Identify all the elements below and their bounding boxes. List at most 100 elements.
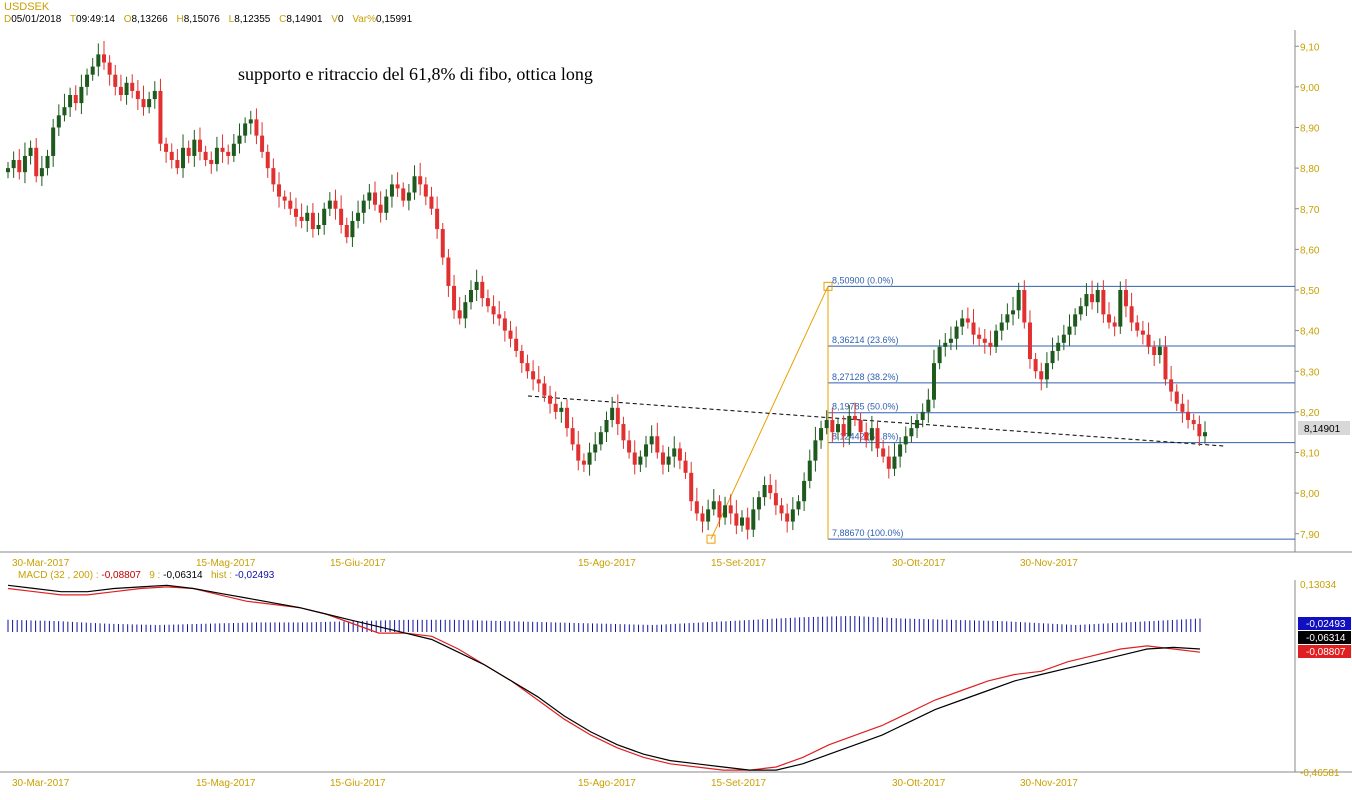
- hist-value: -0,02493: [234, 570, 275, 581]
- candle-body: [101, 54, 106, 63]
- candle: [305, 205, 310, 232]
- candle-body: [1067, 326, 1072, 335]
- candle: [638, 450, 643, 472]
- hist-label: hist :: [210, 570, 233, 581]
- candle-body: [717, 501, 722, 518]
- candle-body: [158, 90, 163, 144]
- candle: [604, 411, 609, 442]
- candle-body: [186, 147, 191, 156]
- candle: [158, 78, 163, 152]
- candle: [197, 127, 202, 161]
- price-tick-label: 8,30: [1300, 367, 1320, 378]
- candle-body: [638, 456, 643, 465]
- candle: [457, 296, 462, 325]
- candle-body: [1090, 294, 1095, 303]
- candle-body: [1084, 294, 1089, 307]
- candle-body: [898, 444, 903, 457]
- candle: [1191, 413, 1196, 431]
- date-value: 05/01/2018: [11, 14, 62, 25]
- candle: [610, 396, 615, 428]
- candle: [463, 294, 468, 329]
- candle-body: [1050, 350, 1055, 364]
- candle: [564, 399, 569, 437]
- macd-tick-label: 0,13034: [1300, 580, 1337, 591]
- time-value: 09:49:14: [76, 14, 115, 25]
- candle: [615, 394, 620, 436]
- candle-body: [1146, 334, 1151, 347]
- candle-body: [1011, 310, 1016, 315]
- candle-body: [440, 229, 445, 258]
- candle-body: [1203, 432, 1207, 437]
- macd-signal-line: [7, 586, 1201, 771]
- candle: [875, 422, 880, 457]
- dashed-trendline[interactable]: [527, 395, 1225, 447]
- candle: [423, 177, 428, 206]
- candle: [28, 140, 33, 165]
- candle-body: [632, 452, 637, 465]
- candle: [621, 416, 626, 449]
- candle: [943, 333, 948, 357]
- candle: [175, 149, 180, 175]
- candle-body: [378, 204, 383, 213]
- candle-body: [931, 363, 936, 400]
- candle-body: [181, 147, 186, 169]
- candle: [660, 445, 665, 475]
- candle-body: [1078, 306, 1083, 315]
- candle-body: [835, 424, 840, 433]
- candle-body: [734, 513, 739, 526]
- candle-body: [666, 456, 671, 465]
- candle-body: [994, 330, 999, 347]
- candle: [1022, 280, 1027, 329]
- candle: [762, 476, 767, 506]
- candle-body: [824, 420, 829, 429]
- candle: [903, 426, 908, 453]
- candle: [965, 307, 970, 329]
- candle: [254, 108, 259, 145]
- candle-body: [1197, 424, 1202, 437]
- candle-body: [581, 460, 586, 465]
- candle: [373, 181, 378, 211]
- hist-value-badge: [1298, 617, 1351, 630]
- candle-body: [1039, 371, 1044, 380]
- candle-body: [892, 456, 897, 469]
- candle: [531, 360, 536, 391]
- candle-body: [830, 420, 835, 433]
- candle-body: [491, 306, 496, 315]
- candle: [440, 222, 445, 265]
- candle: [401, 182, 406, 207]
- candle: [988, 330, 993, 356]
- fib-anchor-high: [823, 281, 833, 291]
- price-tick-label: 8,40: [1300, 327, 1320, 338]
- candle-body: [28, 147, 33, 156]
- candle-body: [740, 517, 745, 526]
- candle: [514, 326, 519, 358]
- candle: [1112, 316, 1117, 337]
- candle: [717, 495, 722, 528]
- signal-value-badge: [1298, 631, 1351, 644]
- candle: [581, 453, 586, 472]
- candle: [282, 190, 287, 210]
- candle: [1123, 279, 1128, 318]
- fib-level-label: 8,19785 (50.0%): [832, 402, 899, 412]
- candle-body: [316, 225, 321, 230]
- candle-body: [62, 107, 67, 116]
- price-tick-label: 7,90: [1300, 530, 1320, 541]
- candle-body: [886, 456, 891, 469]
- candle-body: [610, 407, 615, 420]
- candle-body: [621, 424, 626, 441]
- candle-body: [768, 485, 773, 494]
- fib-level-label: 8,36214 (23.6%): [832, 335, 899, 345]
- candle: [214, 136, 219, 172]
- candle: [299, 203, 304, 229]
- candle: [11, 151, 16, 178]
- candle: [350, 211, 355, 247]
- fibonacci-retracement[interactable]: 8,50900 (0.0%) 8,36214 (23.6%) 8,27128 (38…: [706, 275, 1295, 544]
- candle: [79, 74, 84, 115]
- candle: [700, 506, 705, 533]
- candle-body: [446, 257, 451, 286]
- candle-body: [1061, 334, 1066, 343]
- candle-body: [175, 160, 180, 169]
- candle: [677, 442, 682, 470]
- macd-value: -0,08807: [101, 570, 141, 581]
